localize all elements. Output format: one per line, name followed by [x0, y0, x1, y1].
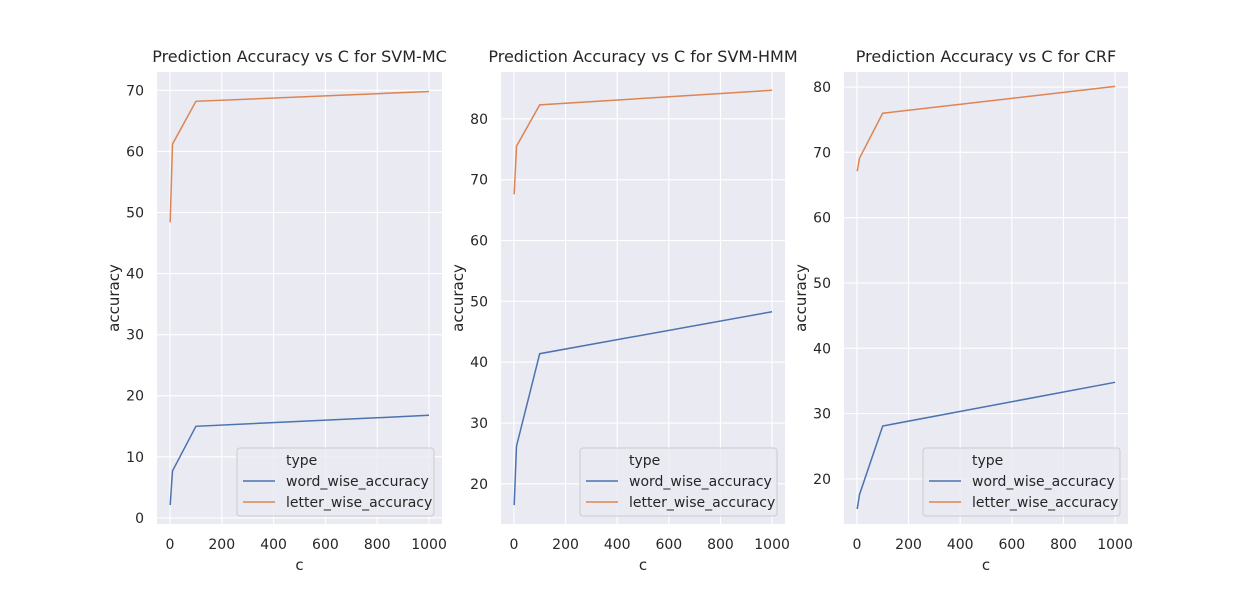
- y-tick-label: 80: [813, 80, 831, 96]
- legend-entry: word_wise_accuracy: [629, 474, 772, 490]
- x-tick-label: 200: [552, 537, 579, 553]
- legend-entry: letter_wise_accuracy: [629, 495, 775, 511]
- x-tick-label: 400: [604, 537, 631, 553]
- x-tick-label: 800: [1050, 537, 1077, 553]
- y-tick-label: 0: [135, 511, 144, 527]
- y-tick-label: 70: [813, 145, 831, 161]
- legend-title: type: [629, 453, 660, 469]
- y-tick-label: 30: [813, 407, 831, 423]
- y-tick-label: 10: [126, 450, 144, 466]
- x-tick-label: 400: [260, 537, 287, 553]
- y-axis-label: accuracy: [105, 264, 123, 332]
- chart-title: Prediction Accuracy vs C for SVM-MC: [152, 47, 447, 66]
- y-tick-label: 30: [470, 416, 488, 432]
- x-tick-label: 0: [852, 537, 861, 553]
- y-tick-label: 20: [813, 472, 831, 488]
- x-tick-label: 200: [208, 537, 235, 553]
- x-tick-label: 600: [655, 537, 682, 553]
- y-tick-label: 50: [126, 205, 144, 221]
- x-axis-label: c: [639, 556, 647, 574]
- series-line-letter-wise-accuracy: [856, 85, 1116, 172]
- legend: type word_wise_accuracy letter_wise_accura…: [579, 447, 778, 517]
- x-tick-label: 800: [364, 537, 391, 553]
- subplot-1: 0 200 400 600 800 1000 0 10 20 30 40 50 60 70 Predicti…: [105, 47, 447, 574]
- y-tick-label: 50: [813, 276, 831, 292]
- y-tick-label: 40: [813, 341, 831, 357]
- legend-title: type: [286, 453, 317, 469]
- y-tick-label: 40: [126, 267, 144, 283]
- x-tick-label: 600: [312, 537, 339, 553]
- subplot-3: 0 200 400 600 800 1000 20 30 40 50 60 70 80 Predictio…: [792, 47, 1133, 574]
- legend-frame: [579, 447, 778, 517]
- y-tick-label: 30: [126, 328, 144, 344]
- x-tick-label: 0: [165, 537, 174, 553]
- y-tick-label: 60: [126, 144, 144, 160]
- y-tick-label: 20: [126, 389, 144, 405]
- legend: type word_wise_accuracy letter_wise_accura…: [922, 447, 1121, 517]
- y-axis-label: accuracy: [449, 264, 467, 332]
- x-tick-label: 1000: [411, 537, 447, 553]
- x-tick-label: 0: [509, 537, 518, 553]
- y-tick-label: 60: [813, 211, 831, 227]
- series-line-word-wise-accuracy: [856, 381, 1116, 510]
- chart-title: Prediction Accuracy vs C for SVM-HMM: [488, 47, 797, 66]
- x-tick-label: 1000: [1097, 537, 1133, 553]
- legend-frame: [236, 447, 435, 517]
- y-tick-label: 20: [470, 477, 488, 493]
- y-axis-label: accuracy: [792, 264, 810, 332]
- legend-entry: letter_wise_accuracy: [286, 495, 432, 511]
- series-line-letter-wise-accuracy: [513, 89, 773, 195]
- legend-entry: word_wise_accuracy: [972, 474, 1115, 490]
- x-tick-label: 1000: [754, 537, 790, 553]
- legend-entry: letter_wise_accuracy: [972, 495, 1118, 511]
- series-line-letter-wise-accuracy: [169, 90, 430, 223]
- y-tick-label: 70: [470, 173, 488, 189]
- x-tick-label: 400: [947, 537, 974, 553]
- y-tick-label: 60: [470, 234, 488, 250]
- series-line-word-wise-accuracy: [513, 310, 773, 506]
- x-axis-label: c: [295, 556, 303, 574]
- subplot-2: 0 200 400 600 800 1000 20 30 40 50 60 70 80 Predictio…: [449, 47, 798, 574]
- legend-title: type: [972, 453, 1003, 469]
- x-tick-label: 800: [707, 537, 734, 553]
- series-line-word-wise-accuracy: [169, 414, 430, 506]
- y-tick-label: 50: [470, 294, 488, 310]
- x-tick-label: 200: [895, 537, 922, 553]
- chart-title: Prediction Accuracy vs C for CRF: [856, 47, 1116, 66]
- x-tick-label: 600: [998, 537, 1025, 553]
- y-tick-label: 80: [470, 112, 488, 128]
- legend-entry: word_wise_accuracy: [286, 474, 429, 490]
- legend: type word_wise_accuracy letter_wise_accura…: [236, 447, 435, 517]
- y-tick-label: 70: [126, 83, 144, 99]
- x-axis-label: c: [982, 556, 990, 574]
- legend-frame: [922, 447, 1121, 517]
- y-tick-label: 40: [470, 355, 488, 371]
